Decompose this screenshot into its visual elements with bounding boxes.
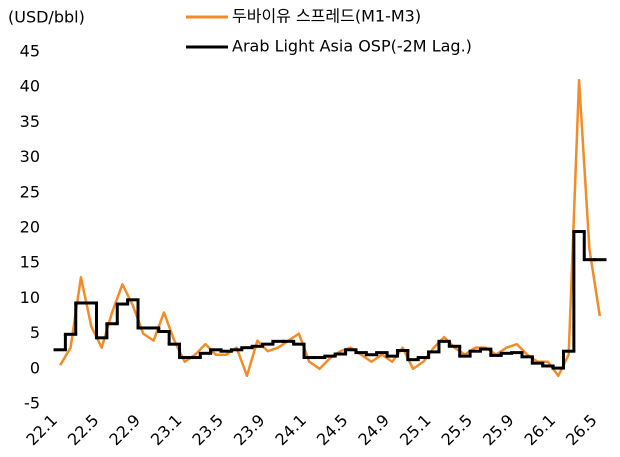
x-tick-label: 24.1 — [271, 411, 310, 450]
y-tick-label: 35 — [20, 112, 40, 131]
x-tick-label: 24.9 — [354, 411, 393, 450]
x-tick-label: 23.5 — [188, 411, 227, 450]
x-tick-label: 22.1 — [22, 411, 61, 450]
x-tick-label: 23.9 — [230, 411, 269, 450]
y-tick-label: 25 — [20, 182, 40, 201]
y-tick-label: 0 — [30, 358, 40, 377]
y-tick-label: 30 — [20, 147, 40, 166]
y-tick-label: 5 — [30, 323, 40, 342]
x-tick-label: 24.5 — [313, 411, 352, 450]
x-tick-label: 26.1 — [520, 411, 559, 450]
series-line — [59, 78, 602, 378]
x-tick-label: 23.1 — [147, 411, 186, 450]
x-tick-label: 22.9 — [105, 411, 144, 450]
legend-label: Arab Light Asia OSP(-2M Lag.) — [232, 37, 472, 56]
x-tick-label: 25.1 — [396, 411, 435, 450]
x-tick-label: 22.5 — [64, 411, 103, 450]
y-tick-label: 40 — [20, 77, 40, 96]
y-tick-label: 15 — [20, 253, 40, 272]
x-tick-label: 25.5 — [437, 411, 476, 450]
y-axis-label: (USD/bbl) — [8, 8, 85, 27]
y-tick-label: 10 — [20, 288, 40, 307]
x-tick-label: 25.9 — [479, 411, 518, 450]
legend-label: 두바이유 스프레드(M1-M3) — [232, 7, 421, 26]
y-tick-label: 45 — [20, 42, 40, 61]
y-tick-label: -5 — [24, 394, 40, 413]
y-tick-label: 20 — [20, 218, 40, 237]
x-tick-label: 26.5 — [562, 411, 601, 450]
